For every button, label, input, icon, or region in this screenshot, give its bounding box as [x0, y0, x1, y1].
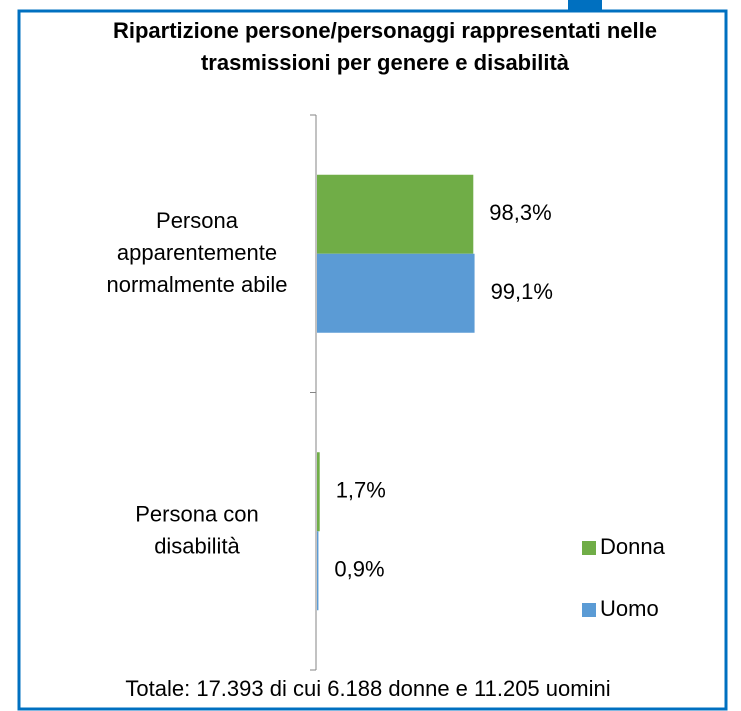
value-label: 0,9% [334, 557, 384, 582]
value-label: 1,7% [336, 478, 386, 503]
chart-title: Ripartizione persone/personaggi rapprese… [113, 18, 657, 75]
legend-swatch [582, 541, 596, 555]
legend-label: Donna [600, 534, 666, 559]
bar [317, 174, 474, 254]
y-tick-label: Persona apparentemente normalmente abile [107, 208, 288, 297]
frame [17, 9, 728, 711]
legend-label: Uomo [600, 596, 659, 621]
bar [317, 452, 320, 532]
note: Totale: 17.393 di cui 6.188 donne e 11.2… [125, 676, 610, 701]
bar [317, 531, 319, 611]
y-tick-label: Persona con disabilità [135, 501, 259, 558]
value-label: 99,1% [491, 279, 553, 304]
legend-swatch [582, 603, 596, 617]
value-label: 98,3% [489, 200, 551, 225]
frame-decoration [568, 0, 602, 11]
bar [317, 253, 475, 333]
